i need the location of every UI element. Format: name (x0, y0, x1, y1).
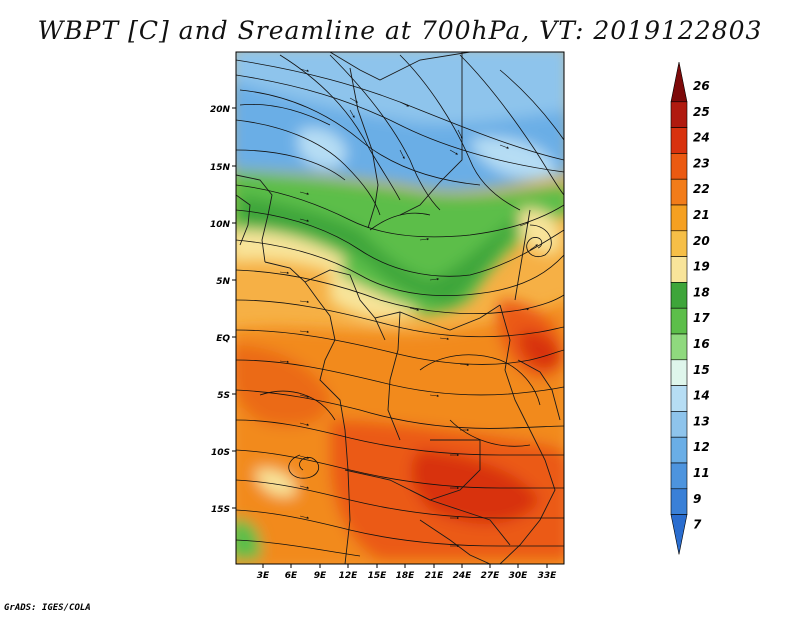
lon-label-27e: 27E (481, 571, 501, 581)
colorbar-segment (670, 256, 688, 283)
colorbar-level-label: 26 (693, 79, 710, 93)
colorbar-level-label: 16 (693, 337, 710, 351)
colorbar-segment (670, 307, 688, 335)
colorbar-segment (670, 333, 688, 361)
colorbar-segment (670, 127, 688, 154)
colorbar-segment (670, 514, 688, 555)
colorbar-segment (670, 462, 688, 490)
lat-label-10n: 10N (210, 220, 231, 230)
colorbar: 26 25 24 23 22 21 20 19 18 17 16 15 14 13 12 11 9 7 (670, 61, 710, 555)
colorbar-level-label: 17 (693, 311, 710, 325)
colorbar-segment (670, 359, 688, 386)
colorbar-segment (670, 153, 688, 180)
colorbar-level-label: 19 (693, 260, 710, 274)
colorbar-level-label: 23 (693, 156, 710, 170)
streamlines (236, 54, 564, 557)
lat-label-10s: 10S (211, 448, 230, 458)
colorbar-level-label: 15 (693, 363, 710, 377)
lat-label-20n: 20N (210, 105, 231, 115)
lon-label-30e: 30E (509, 571, 529, 581)
lat-label-eq: EQ (216, 334, 230, 344)
lon-label-21e: 21E (425, 571, 445, 581)
map-frame (235, 51, 565, 565)
wbpt-field (236, 52, 564, 564)
lat-label-5n: 5N (216, 277, 230, 287)
colorbar-segment (670, 385, 688, 412)
colorbar-level-label: 21 (693, 208, 710, 222)
colorbar-segment (670, 436, 688, 464)
colorbar-segment (670, 178, 688, 206)
lat-label-15n: 15N (210, 163, 231, 173)
colorbar-level-label: 13 (693, 414, 710, 428)
colorbar-level-label: 25 (693, 105, 710, 119)
grads-credit: GrADS: IGES/COLA (4, 603, 91, 613)
colorbar-level-label: 12 (693, 440, 710, 454)
colorbar-segment (670, 282, 688, 309)
lon-label-9e: 9E (314, 571, 327, 581)
lat-label-15s: 15S (211, 505, 230, 515)
colorbar-segment (670, 411, 688, 438)
colorbar-level-label: 20 (693, 234, 710, 248)
lon-label-33e: 33E (538, 571, 558, 581)
lon-label-6e: 6E (285, 571, 298, 581)
lat-label-5s: 5S (217, 391, 230, 401)
colorbar-level-label: 7 (693, 518, 702, 532)
colorbar-level-label: 14 (693, 389, 710, 403)
lon-label-18e: 18E (396, 571, 416, 581)
colorbar-segment (670, 488, 688, 515)
colorbar-segment (670, 230, 688, 257)
chart-title: WBPT [C] and Sreamline at 700hPa, VT: 20… (37, 16, 763, 45)
colorbar-level-label: 24 (693, 131, 710, 145)
colorbar-segment (670, 204, 688, 232)
colorbar-level-label: 9 (693, 492, 701, 506)
colorbar-level-label: 18 (693, 285, 710, 299)
lon-label-12e: 12E (339, 571, 359, 581)
colorbar-level-label: 22 (693, 182, 710, 196)
lon-label-24e: 24E (453, 571, 473, 581)
colorbar-segment (670, 101, 688, 128)
lon-label-3e: 3E (257, 571, 270, 581)
colorbar-segment (670, 61, 688, 103)
lon-label-15e: 15E (368, 571, 388, 581)
colorbar-level-label: 11 (693, 466, 710, 480)
